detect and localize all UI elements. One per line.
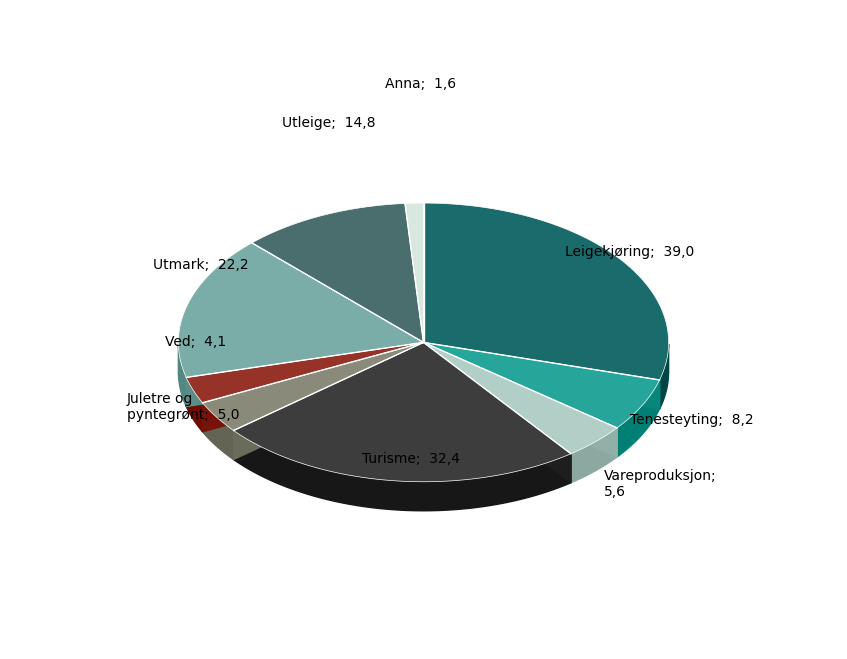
Polygon shape xyxy=(202,343,424,432)
Polygon shape xyxy=(234,343,571,482)
Polygon shape xyxy=(424,343,617,457)
Polygon shape xyxy=(571,428,617,483)
Polygon shape xyxy=(617,380,660,457)
Polygon shape xyxy=(179,344,186,407)
Text: Leigekjøring;  39,0: Leigekjøring; 39,0 xyxy=(566,245,695,259)
Text: Ved;  4,1: Ved; 4,1 xyxy=(165,335,227,349)
Text: Juletre og
pyntegrønt;  5,0: Juletre og pyntegrønt; 5,0 xyxy=(127,392,239,422)
Text: Tenesteyting;  8,2: Tenesteyting; 8,2 xyxy=(630,413,754,427)
Polygon shape xyxy=(424,343,617,457)
Polygon shape xyxy=(202,403,234,459)
Polygon shape xyxy=(186,378,202,432)
Polygon shape xyxy=(234,343,424,459)
Polygon shape xyxy=(202,343,424,432)
Polygon shape xyxy=(186,343,424,407)
Polygon shape xyxy=(424,343,617,454)
Polygon shape xyxy=(234,343,424,459)
Polygon shape xyxy=(424,343,660,409)
Text: Anna;  1,6: Anna; 1,6 xyxy=(385,77,456,92)
Text: Utmark;  22,2: Utmark; 22,2 xyxy=(152,258,248,272)
Text: Utleige;  14,8: Utleige; 14,8 xyxy=(281,116,375,130)
Polygon shape xyxy=(234,430,571,511)
Text: Vareproduksjon;
5,6: Vareproduksjon; 5,6 xyxy=(604,469,717,500)
Polygon shape xyxy=(252,204,424,343)
Polygon shape xyxy=(202,343,424,430)
Polygon shape xyxy=(186,343,424,403)
Polygon shape xyxy=(424,343,571,483)
Polygon shape xyxy=(405,203,424,343)
Polygon shape xyxy=(424,203,668,380)
Polygon shape xyxy=(179,243,424,378)
Text: Turisme;  32,4: Turisme; 32,4 xyxy=(362,451,460,465)
Polygon shape xyxy=(660,344,668,409)
Polygon shape xyxy=(424,343,571,483)
Polygon shape xyxy=(186,343,424,407)
Polygon shape xyxy=(424,343,660,409)
Polygon shape xyxy=(424,343,660,428)
